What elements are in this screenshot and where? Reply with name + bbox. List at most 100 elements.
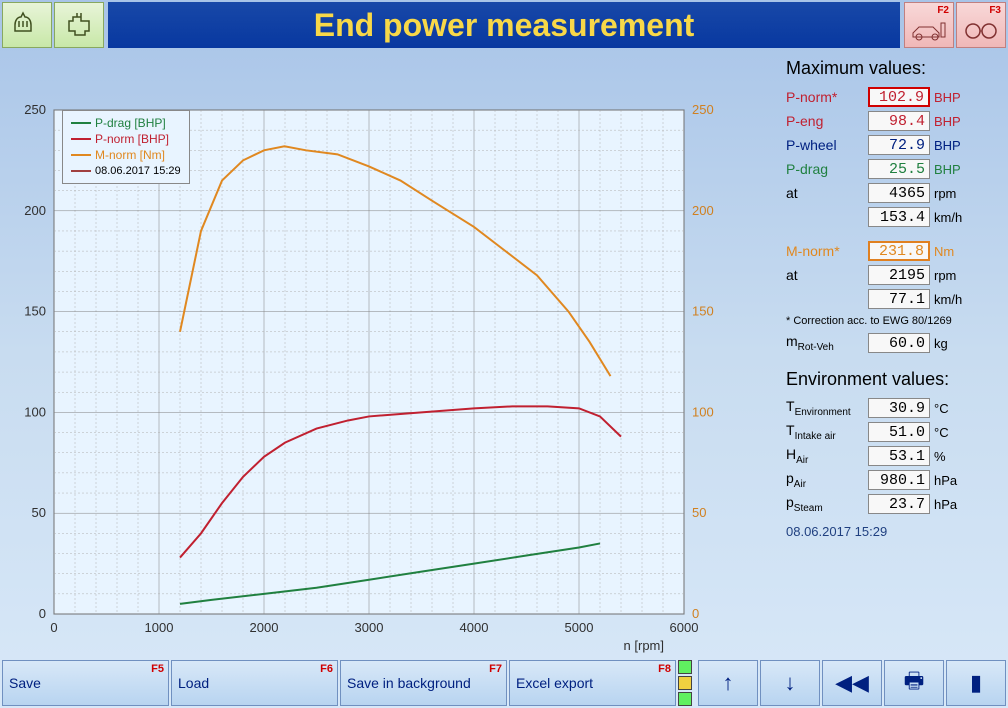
svg-text:50: 50 (32, 505, 46, 520)
save-in-background-button[interactable]: F7Save in background (340, 660, 507, 706)
led-indicator (678, 692, 692, 706)
value-label: at (786, 267, 864, 283)
svg-text:4000: 4000 (460, 620, 489, 635)
status-leds (678, 660, 696, 706)
value-row: P-eng98.4BHP (786, 109, 1002, 133)
value-box: 23.7 (868, 494, 930, 514)
svg-text:3000: 3000 (355, 620, 384, 635)
fkey-label: F8 (658, 663, 671, 675)
value-row: 153.4km/h (786, 205, 1002, 229)
legend-item: M-norm [Nm] (71, 147, 181, 163)
svg-text:0: 0 (692, 606, 699, 621)
value-box: 25.5 (868, 159, 930, 179)
value-label: TIntake air (786, 422, 864, 442)
svg-text:250: 250 (692, 102, 714, 117)
value-label: TEnvironment (786, 398, 864, 418)
value-label: M-norm* (786, 243, 864, 259)
value-unit: % (934, 449, 974, 464)
up-arrow-button[interactable]: ↑ (698, 660, 758, 706)
down-arrow-button[interactable]: ↓ (760, 660, 820, 706)
fkey-label: F5 (151, 663, 164, 675)
svg-text:2000: 2000 (250, 620, 279, 635)
svg-text:200: 200 (692, 203, 714, 218)
side-panel: Maximum values: P-norm*102.9BHPP-eng98.4… (780, 50, 1008, 658)
legend-label: P-drag [BHP] (95, 116, 166, 130)
excel-export-button[interactable]: F8 Excel export (509, 660, 676, 706)
value-row: TEnvironment30.9°C (786, 396, 1002, 420)
page-title: End power measurement (108, 2, 900, 48)
max-values-list: P-norm*102.9BHPP-eng98.4BHPP-wheel72.9BH… (786, 85, 1002, 229)
chart-area: 0100020003000400050006000050100150200250… (0, 50, 780, 658)
value-unit: °C (934, 401, 974, 416)
titlebar-right: F2 F3 (902, 0, 1008, 50)
value-unit: hPa (934, 497, 974, 512)
legend-date: 08.06.2017 15:29 (71, 163, 181, 179)
value-box: 4365 (868, 183, 930, 203)
value-unit: BHP (934, 162, 974, 177)
chart-legend: P-drag [BHP]P-norm [BHP]M-norm [Nm]08.06… (62, 110, 190, 184)
rollers-button[interactable]: F3 (956, 2, 1006, 48)
settings-button[interactable]: ▮ (946, 660, 1006, 706)
value-row: P-wheel72.9BHP (786, 133, 1002, 157)
value-unit: rpm (934, 186, 974, 201)
rewind-button[interactable]: ◀◀ (822, 660, 882, 706)
env-values-list: TEnvironment30.9°CTIntake air51.0°CHAir5… (786, 396, 1002, 516)
engine-button[interactable] (54, 2, 104, 48)
value-row: M-norm*231.8Nm (786, 239, 1002, 263)
vehicle-button[interactable]: F2 (904, 2, 954, 48)
value-label: P-drag (786, 161, 864, 177)
value-row: at4365rpm (786, 181, 1002, 205)
value-label: mRot-Veh (786, 333, 864, 353)
rotating-mass-row: mRot-Veh 60.0 kg (786, 331, 1002, 355)
fkey-label: F7 (489, 663, 502, 675)
svg-text:150: 150 (24, 304, 46, 319)
svg-text:0: 0 (39, 606, 46, 621)
bottom-toolbar: F5 Save F6 Load F7Save in background F8 Excel … (0, 658, 1008, 708)
value-box: 53.1 (868, 446, 930, 466)
env-values-header: Environment values: (786, 369, 1002, 390)
value-unit: hPa (934, 473, 974, 488)
svg-text:200: 200 (24, 203, 46, 218)
svg-text:6000: 6000 (670, 620, 699, 635)
svg-text:100: 100 (692, 404, 714, 419)
legend-item: P-drag [BHP] (71, 115, 181, 131)
value-box: 231.8 (868, 241, 930, 261)
svg-text:n [rpm]: n [rpm] (624, 638, 664, 653)
value-label: P-eng (786, 113, 864, 129)
value-row: at2195rpm (786, 263, 1002, 287)
value-label: pAir (786, 470, 864, 490)
legend-line (71, 122, 91, 124)
value-label: HAir (786, 446, 864, 466)
save-button[interactable]: F5 Save (2, 660, 169, 706)
value-row: P-norm*102.9BHP (786, 85, 1002, 109)
value-label: pSteam (786, 494, 864, 514)
correction-footnote: * Correction acc. to EWG 80/1269 (786, 315, 1002, 327)
fkey-label: F6 (320, 663, 333, 675)
print-button[interactable]: 🖶 (884, 660, 944, 706)
value-unit: BHP (934, 138, 974, 153)
value-unit: °C (934, 425, 974, 440)
legend-item: P-norm [BHP] (71, 131, 181, 147)
svg-text:0: 0 (50, 620, 57, 635)
button-label: Excel export (516, 675, 593, 691)
load-button[interactable]: F6 Load (171, 660, 338, 706)
button-label: Save (9, 675, 41, 691)
value-unit: kg (934, 336, 974, 351)
svg-text:250: 250 (24, 102, 46, 117)
value-box: 60.0 (868, 333, 930, 353)
titlebar-left (0, 0, 106, 50)
value-row: P-drag25.5 BHP (786, 157, 1002, 181)
value-label: P-wheel (786, 137, 864, 153)
button-label: Load (178, 675, 209, 691)
legend-line (71, 154, 91, 156)
value-box: 77.1 (868, 289, 930, 309)
ok-button[interactable] (2, 2, 52, 48)
value-row: TIntake air51.0°C (786, 420, 1002, 444)
value-box: 2195 (868, 265, 930, 285)
value-row: pAir980.1hPa (786, 468, 1002, 492)
timestamp: 08.06.2017 15:29 (786, 524, 1002, 539)
value-unit: km/h (934, 292, 974, 307)
svg-text:1000: 1000 (145, 620, 174, 635)
svg-text:150: 150 (692, 304, 714, 319)
titlebar: End power measurement F2 F3 (0, 0, 1008, 50)
